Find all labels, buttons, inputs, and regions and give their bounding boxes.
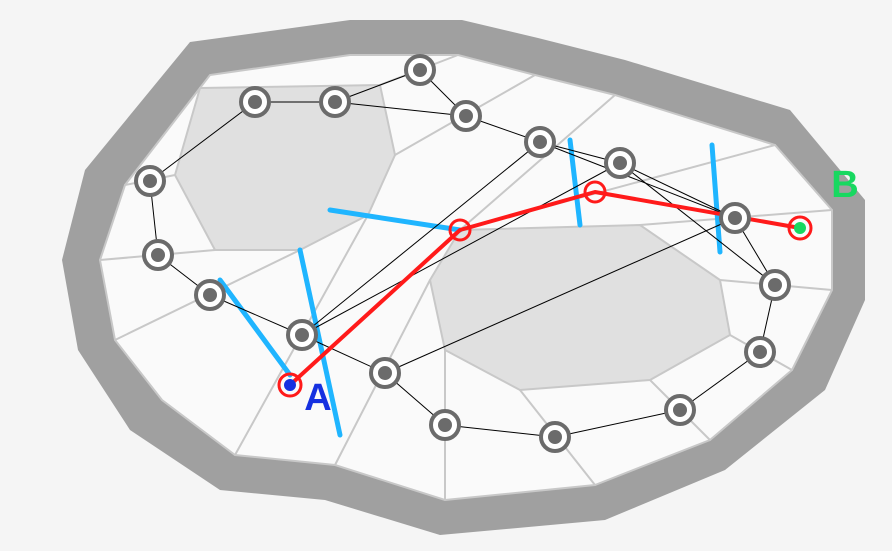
graph-node-n8 <box>666 396 694 424</box>
graph-node-n7 <box>541 423 569 451</box>
endpoint-a-dot <box>284 379 296 391</box>
graph-node-n16 <box>321 88 349 116</box>
graph-node-n3 <box>196 281 224 309</box>
graph-node-n12 <box>606 149 634 177</box>
graph-node-n11 <box>721 204 749 232</box>
endpoint-b-dot <box>794 222 806 234</box>
graph-node-n4 <box>288 321 316 349</box>
graph-node-n1 <box>136 167 164 195</box>
graph-node-n5 <box>371 359 399 387</box>
graph-node-n6 <box>431 411 459 439</box>
graph-node-n15 <box>406 56 434 84</box>
label-a: A <box>304 377 331 419</box>
label-b: B <box>831 164 858 206</box>
graph-node-n17 <box>241 88 269 116</box>
graph-node-n14 <box>452 102 480 130</box>
graph-node-n9 <box>746 338 774 366</box>
graph-node-n2 <box>144 241 172 269</box>
graph-node-n10 <box>761 271 789 299</box>
graph-node-n13 <box>526 128 554 156</box>
